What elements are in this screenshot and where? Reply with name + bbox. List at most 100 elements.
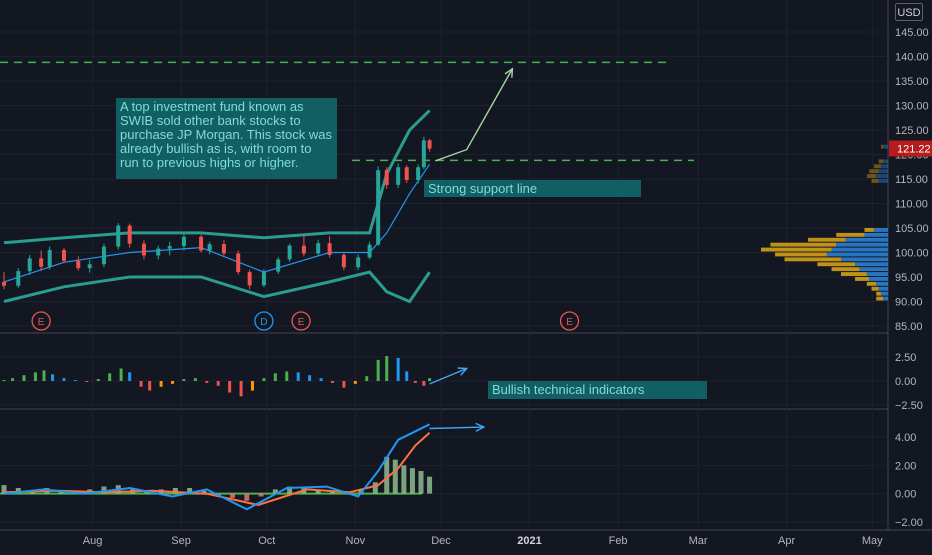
momentum-bar [159, 381, 163, 387]
momentum-tick-label: 0.00 [895, 376, 916, 388]
candle-body [287, 245, 292, 260]
momentum-bar [42, 370, 46, 381]
candle-body [247, 272, 252, 286]
time-axis[interactable]: Aug Sep Oct Nov Dec 2021 Feb Mar Apr May [83, 535, 883, 547]
volume-profile-bar-down [866, 174, 877, 178]
candle-body [61, 250, 66, 261]
price-axis[interactable]: 145.00140.00135.00130.00125.00120.00115.… [889, 27, 932, 529]
momentum-bar [330, 381, 334, 383]
time-tick-label: 2021 [517, 535, 541, 547]
momentum-bar [85, 381, 89, 382]
candle-body [341, 254, 346, 268]
candle-body [76, 260, 81, 269]
macd-histogram-bar [15, 488, 21, 494]
momentum-bar [193, 378, 197, 381]
volume-profile-bar-down [836, 232, 865, 237]
candle-body [384, 170, 389, 185]
momentum-bar [296, 372, 300, 381]
volume-profile-bar-down [817, 262, 856, 267]
momentum-arrow-head [457, 367, 469, 376]
momentum-bar [73, 380, 77, 382]
volume-profile-bar-down [866, 281, 877, 286]
candle-body [416, 167, 421, 180]
momentum-bar [22, 375, 26, 381]
price-tick-label: 105.00 [895, 223, 929, 235]
volume-profile-bar-down [876, 291, 881, 296]
event-marker[interactable] [254, 311, 274, 331]
indicator-note: Bullish technical indicators [488, 381, 707, 399]
macd-tick-label: −2.00 [895, 517, 923, 529]
macd-histogram-bar [315, 489, 321, 494]
price-tick-label: 90.00 [895, 297, 923, 309]
event-marker[interactable] [291, 311, 311, 331]
momentum-bar [428, 378, 432, 381]
macd-histogram-bar [101, 486, 107, 494]
volume-profile-bar-down [840, 272, 867, 276]
macd-arrow [429, 426, 484, 430]
momentum-bar [413, 381, 417, 383]
event-marker-label: E [298, 317, 305, 328]
event-marker[interactable] [559, 311, 580, 331]
currency-selector[interactable]: USD [895, 3, 923, 21]
momentum-bar [11, 378, 15, 381]
momentum-bar [171, 381, 175, 384]
candle-body [167, 246, 172, 249]
candle-body [181, 236, 186, 247]
price-tick-label: 115.00 [895, 174, 928, 186]
momentum-arrow [429, 367, 467, 385]
macd-histogram-bar [201, 490, 207, 494]
candle-body [396, 167, 401, 185]
momentum-bar [33, 372, 37, 381]
grid [0, 0, 932, 531]
price-tick-label: 100.00 [895, 248, 929, 260]
time-tick-label: May [862, 535, 883, 547]
momentum-bar [273, 373, 277, 381]
momentum-bar [148, 381, 152, 391]
momentum-bar [96, 379, 100, 381]
candles [2, 136, 432, 290]
macd-histogram-bar [187, 488, 193, 494]
macd-histogram-bar [409, 468, 415, 494]
volume-profile-bar-down [873, 164, 881, 169]
macd-histogram-bar [1, 485, 7, 494]
price-tick-label: 85.00 [895, 321, 923, 333]
time-tick-label: Apr [778, 535, 795, 547]
volume-profile-bar-up [883, 159, 888, 164]
momentum-bar [405, 371, 409, 381]
volume-profile-bar-down [770, 242, 837, 247]
volume-profile-bar-up [878, 286, 888, 291]
volume-profile-bar-up [831, 247, 888, 252]
last-price-label: 121.22 [897, 144, 931, 156]
price-tick-label: 145.00 [895, 27, 929, 39]
momentum-bar [285, 371, 289, 381]
candle-body [207, 244, 212, 251]
momentum-bar [250, 381, 254, 391]
price-tick-label: 110.00 [895, 199, 928, 211]
candle-body [367, 244, 372, 258]
volume-profile-bar-down [864, 228, 874, 232]
candle-body [421, 140, 426, 168]
event-marker[interactable] [31, 311, 51, 331]
momentum-bar [182, 379, 186, 381]
momentum-tick-label: −2.50 [895, 400, 923, 412]
momentum-bar [385, 356, 389, 381]
volume-profile-bar-down [869, 169, 879, 174]
price-tick-label: 95.00 [895, 272, 923, 284]
momentum-bar [319, 378, 323, 381]
bollinger-bands [3, 109, 431, 304]
price-tick-label: 140.00 [895, 52, 929, 64]
volume-profile-bar-down [880, 144, 884, 149]
macd-histogram-bar [427, 476, 433, 494]
time-tick-label: Nov [346, 535, 366, 547]
macd-tick-label: 0.00 [895, 489, 916, 501]
candle-body [301, 245, 306, 254]
candle-body [427, 140, 432, 149]
volume-profile-bar-down [876, 296, 884, 301]
candle-body [376, 170, 381, 245]
macd-arrow-head [475, 422, 486, 432]
momentum-bar [2, 380, 6, 382]
